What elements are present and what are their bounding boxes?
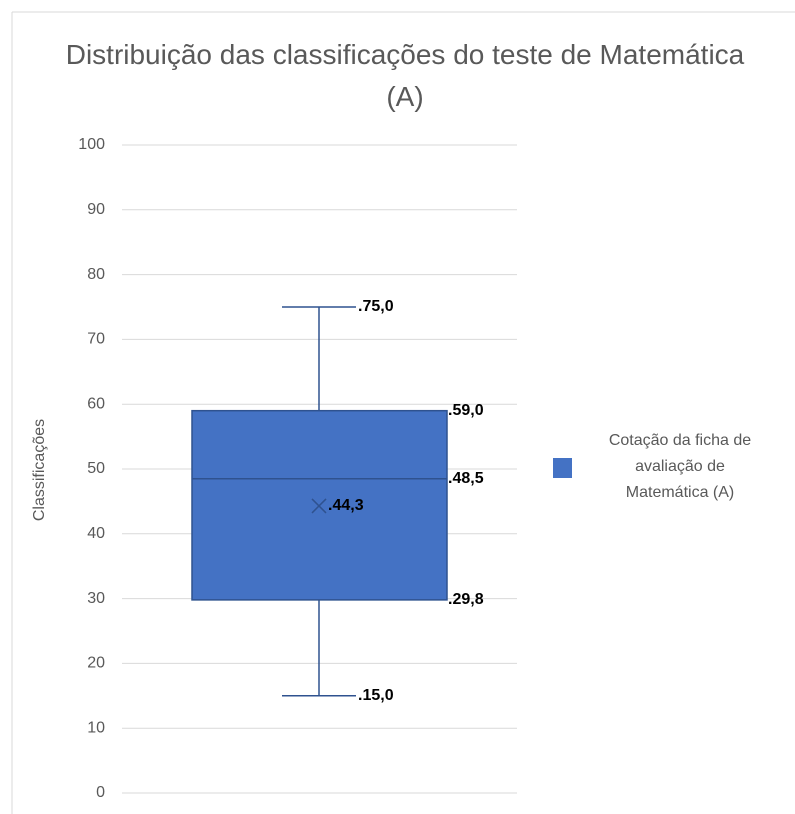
legend-swatch <box>553 458 572 478</box>
y-axis-title: Classificações <box>31 419 48 521</box>
data-label: .75,0 <box>358 298 394 315</box>
data-label: .44,3 <box>328 497 364 514</box>
chart-title: Distribuição das classificações do teste… <box>65 39 745 112</box>
y-tick-label: 40 <box>87 525 105 542</box>
y-tick-label: 80 <box>87 266 105 283</box>
y-tick-label: 20 <box>87 655 105 672</box>
legend-label: Cotação da ficha de avaliação de Matemát… <box>608 432 752 501</box>
data-label: .15,0 <box>358 687 394 704</box>
y-tick-label: 90 <box>87 201 105 218</box>
y-tick-label: 70 <box>87 331 105 348</box>
y-tick-label: 10 <box>87 719 105 736</box>
data-label: .29,8 <box>448 591 484 608</box>
mean-marker <box>311 498 327 514</box>
y-tick-label: 0 <box>96 784 105 801</box>
data-label: .48,5 <box>448 470 484 487</box>
y-tick-label: 60 <box>87 395 105 412</box>
y-tick-label: 30 <box>87 590 105 607</box>
y-tick-label: 100 <box>78 136 105 153</box>
y-tick-label: 50 <box>87 460 105 477</box>
data-label: .59,0 <box>448 402 484 419</box>
